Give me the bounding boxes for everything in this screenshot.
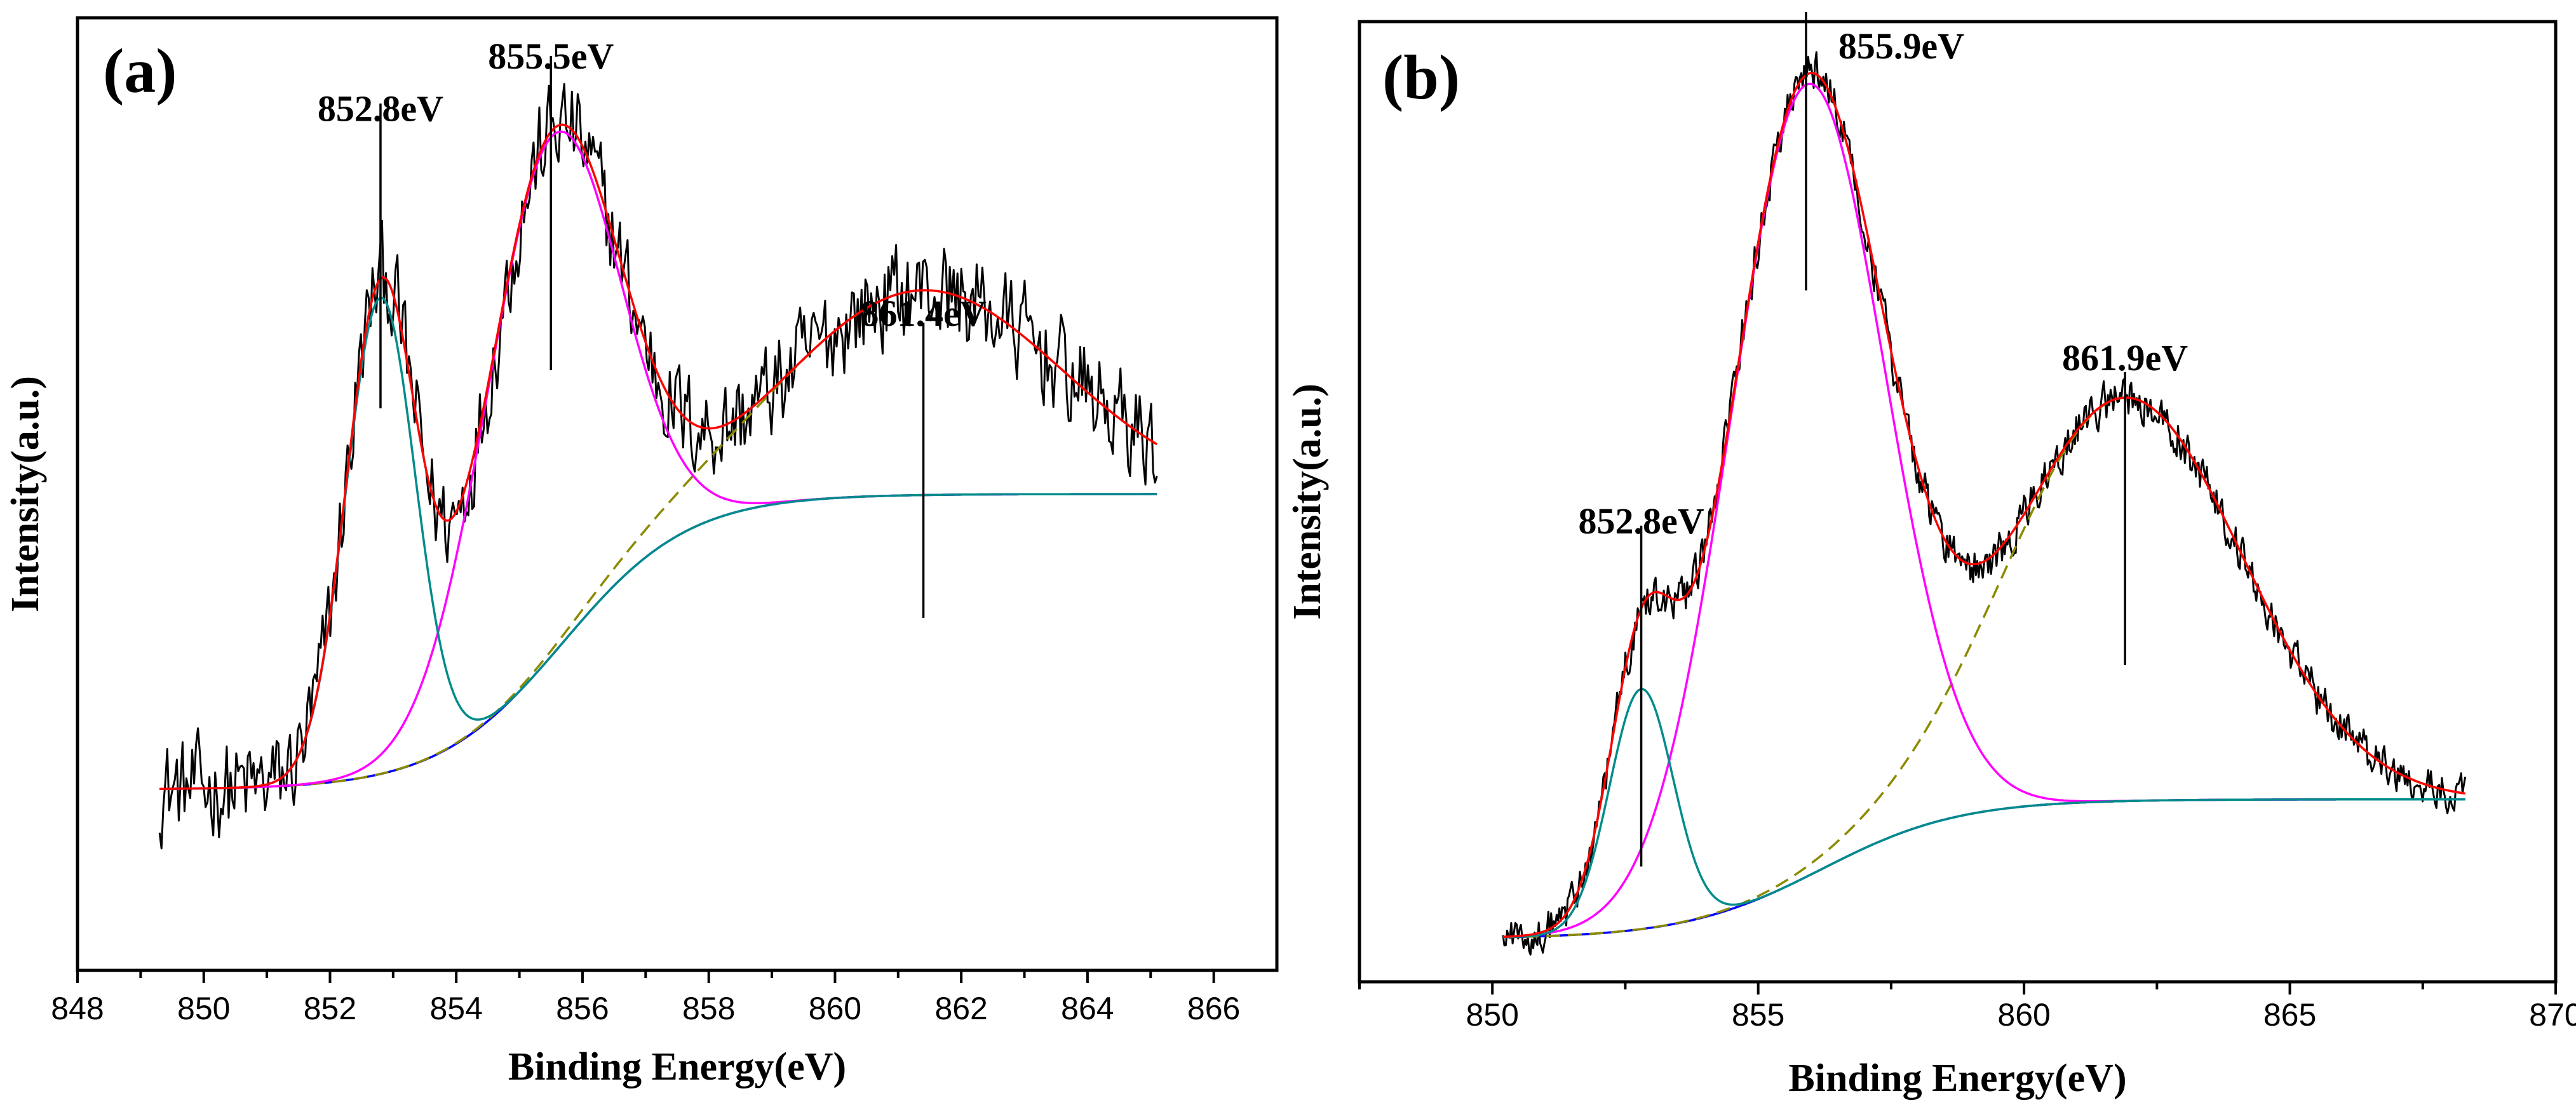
- satellite-peak-line: [1502, 396, 2465, 939]
- first-peak-line: [1502, 688, 2465, 939]
- x-tick-label: 862: [934, 991, 987, 1026]
- x-axis-title: Binding Energy(eV): [1788, 1057, 2126, 1100]
- envelope-fit-line: [159, 123, 1158, 790]
- x-tick-label: 850: [1466, 997, 1519, 1033]
- y-axis-title: Intensity(a.u.): [4, 376, 47, 612]
- plot-frame: [1358, 20, 2558, 984]
- panel-label: (b): [1382, 42, 1460, 112]
- x-tick-label: 870: [2529, 997, 2576, 1033]
- x-tick-label: 864: [1061, 991, 1114, 1026]
- envelope-fit-line: [1502, 72, 2465, 938]
- panel-b-chart: 850 855 860 865 870 Binding Energy(eV) Intensi…: [1286, 11, 2576, 1100]
- raw-data-line: [158, 83, 1158, 850]
- x-tick-label: 848: [51, 991, 104, 1026]
- background-line: [1502, 798, 2465, 939]
- y-axis-title: Intensity(a.u.): [1286, 384, 1329, 620]
- peak-label: 861.9eV: [2062, 337, 2188, 378]
- x-tick-label: 855: [1732, 997, 1784, 1033]
- peak-label: 861.4eV: [860, 293, 986, 334]
- x-tick-label: 860: [1997, 997, 2050, 1033]
- peak-label: 855.9eV: [1838, 25, 1964, 67]
- satellite-peak-line: [159, 289, 1158, 790]
- x-tick-label: 866: [1187, 991, 1240, 1026]
- x-tick-label: 854: [429, 991, 482, 1026]
- first-peak-line: [159, 297, 1157, 790]
- background-line: [159, 493, 1157, 790]
- x-tick-label: 856: [556, 991, 609, 1026]
- panel-a-chart: 848 850 852 854 856 858 860 862 864 866 Binding En…: [4, 16, 1279, 1088]
- plot-frame: [76, 16, 1279, 972]
- peak-label: 855.5eV: [488, 36, 614, 77]
- x-tick-label: 858: [682, 991, 735, 1026]
- x-tick-label: 852: [304, 991, 356, 1026]
- x-tick-label: 850: [177, 991, 230, 1026]
- panel-label: (a): [103, 36, 177, 106]
- x-tick-label: 860: [809, 991, 861, 1026]
- peak-label: 852.8eV: [1578, 500, 1704, 542]
- peak-label: 852.8eV: [318, 88, 443, 130]
- x-axis-title: Binding Energy(eV): [508, 1045, 846, 1088]
- x-tick-label: 865: [2263, 997, 2316, 1033]
